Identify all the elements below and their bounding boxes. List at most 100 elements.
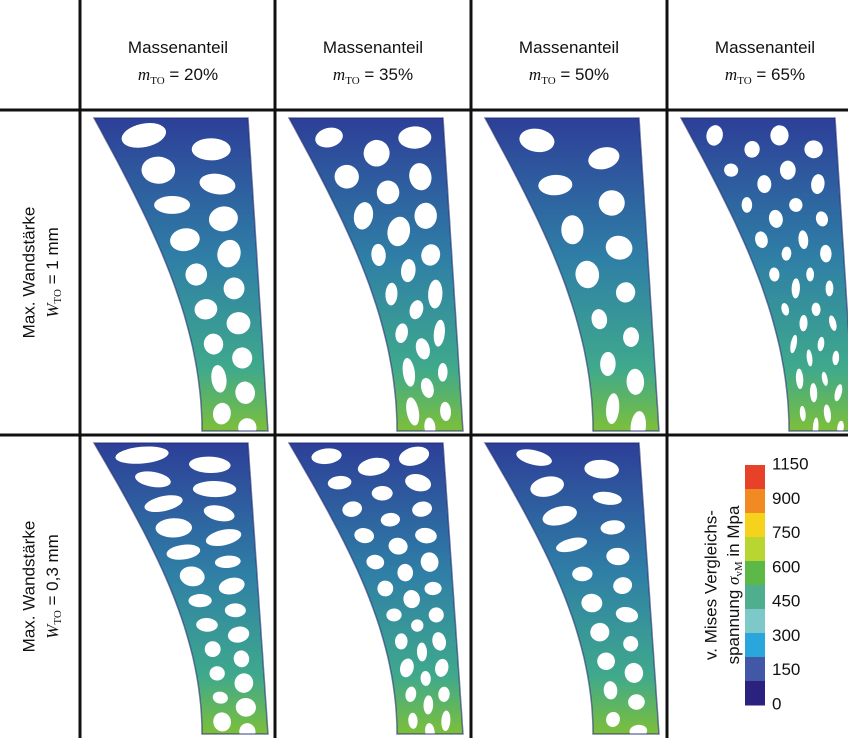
subscript: TO	[737, 75, 752, 87]
lattice-outline	[287, 117, 464, 432]
column-title: Massenanteil	[128, 38, 228, 57]
lattice-hole	[809, 383, 818, 403]
lattice-hole	[233, 650, 250, 668]
lattice-hole	[768, 209, 783, 228]
lattice-hole	[170, 228, 200, 252]
subscript: TO	[52, 610, 64, 625]
colorbar-tick-label: 0	[772, 694, 781, 713]
lattice-hole	[581, 593, 603, 613]
lattice-hole	[606, 547, 630, 566]
lattice-hole	[421, 244, 441, 266]
row-title: Max. Wandstärke	[19, 207, 38, 339]
lattice-hole	[798, 230, 809, 250]
lattice-hole	[435, 658, 449, 677]
lattice-hole	[387, 216, 411, 247]
lattice-hole	[626, 368, 645, 395]
lattice-hole	[757, 175, 772, 194]
lattice-hole	[380, 512, 400, 527]
lattice	[289, 443, 463, 734]
lattice-hole	[630, 411, 646, 431]
colorbar-tick-label: 750	[772, 523, 800, 542]
lattice-hole	[388, 537, 408, 555]
lattice-hole	[397, 563, 414, 582]
lattice-hole	[795, 368, 804, 390]
lattice-hole	[334, 164, 359, 189]
lattice-hole	[353, 202, 374, 230]
lattice-hole	[606, 393, 620, 425]
lattice-hole	[420, 671, 431, 686]
lattice-hole	[232, 347, 253, 369]
lattice-hole	[327, 475, 352, 490]
lattice-hole	[218, 577, 245, 595]
lattice-hole	[238, 418, 257, 431]
lattice-hole	[354, 528, 375, 544]
lattice-hole	[437, 363, 448, 382]
value: = 35%	[360, 65, 413, 84]
lattice-hole	[817, 336, 825, 352]
lattice-hole	[204, 641, 221, 658]
lattice-hole	[744, 140, 760, 158]
lattice-hole	[395, 323, 408, 344]
symbol: m	[138, 65, 150, 84]
lattice-hole	[208, 206, 238, 232]
lattice-hole	[584, 459, 619, 479]
lattice-hole	[357, 457, 390, 476]
lattice-hole	[781, 303, 790, 316]
lattice-hole	[781, 246, 792, 261]
lattice-hole	[592, 491, 622, 505]
label-part: in Mpa	[724, 505, 743, 561]
lattice-hole	[398, 126, 432, 149]
symbol: W	[43, 302, 62, 318]
lattice	[681, 118, 848, 431]
lattice-band	[485, 443, 659, 734]
lattice-hole	[423, 695, 434, 715]
lattice-hole	[438, 686, 450, 702]
colorbar-segment	[745, 537, 765, 562]
colorbar-segment	[745, 489, 765, 514]
lattice-hole	[144, 495, 183, 513]
lattice-hole	[825, 280, 834, 297]
colorbar-segment	[745, 681, 765, 706]
lattice-hole	[194, 299, 218, 320]
lattice-hole	[403, 590, 420, 609]
lattice-hole	[572, 566, 593, 582]
subscript: TO	[345, 75, 360, 87]
lattice-hole	[196, 618, 218, 632]
lattice-hole	[432, 632, 447, 651]
lattice-hole	[425, 723, 435, 734]
lattice-hole	[394, 633, 408, 650]
colorbar-segment	[745, 609, 765, 634]
colorbar-tick-label: 900	[772, 489, 800, 508]
lattice-hole	[575, 260, 600, 289]
lattice-hole	[590, 622, 610, 642]
lattice-hole	[790, 334, 798, 354]
label-part: spannung	[724, 585, 743, 664]
lattice-hole	[315, 127, 343, 148]
lattice-hole	[806, 267, 815, 282]
lattice-hole	[804, 140, 823, 159]
lattice-hole	[415, 338, 430, 360]
lattice	[94, 443, 268, 734]
cells	[92, 117, 848, 735]
column-value: mTO = 50%	[529, 65, 609, 87]
value: = 50%	[556, 65, 609, 84]
lattice-hole	[755, 231, 768, 249]
lattice-hole	[832, 350, 840, 366]
lattice-hole	[811, 174, 825, 194]
lattice-hole	[600, 520, 625, 535]
lattice-hole	[376, 180, 400, 205]
lattice-hole	[416, 642, 428, 662]
lattice-hole	[401, 259, 416, 283]
lattice-hole	[597, 652, 615, 670]
lattice-hole	[411, 619, 424, 632]
lattice-hole	[185, 263, 208, 286]
lattice-hole	[408, 712, 418, 729]
lattice-hole	[706, 125, 723, 146]
column-value: mTO = 35%	[333, 65, 413, 87]
lattice-hole	[135, 471, 171, 488]
colorbar-tick-label: 1150	[772, 454, 809, 473]
lattice-hole	[203, 505, 235, 522]
value: = 20%	[165, 65, 218, 84]
